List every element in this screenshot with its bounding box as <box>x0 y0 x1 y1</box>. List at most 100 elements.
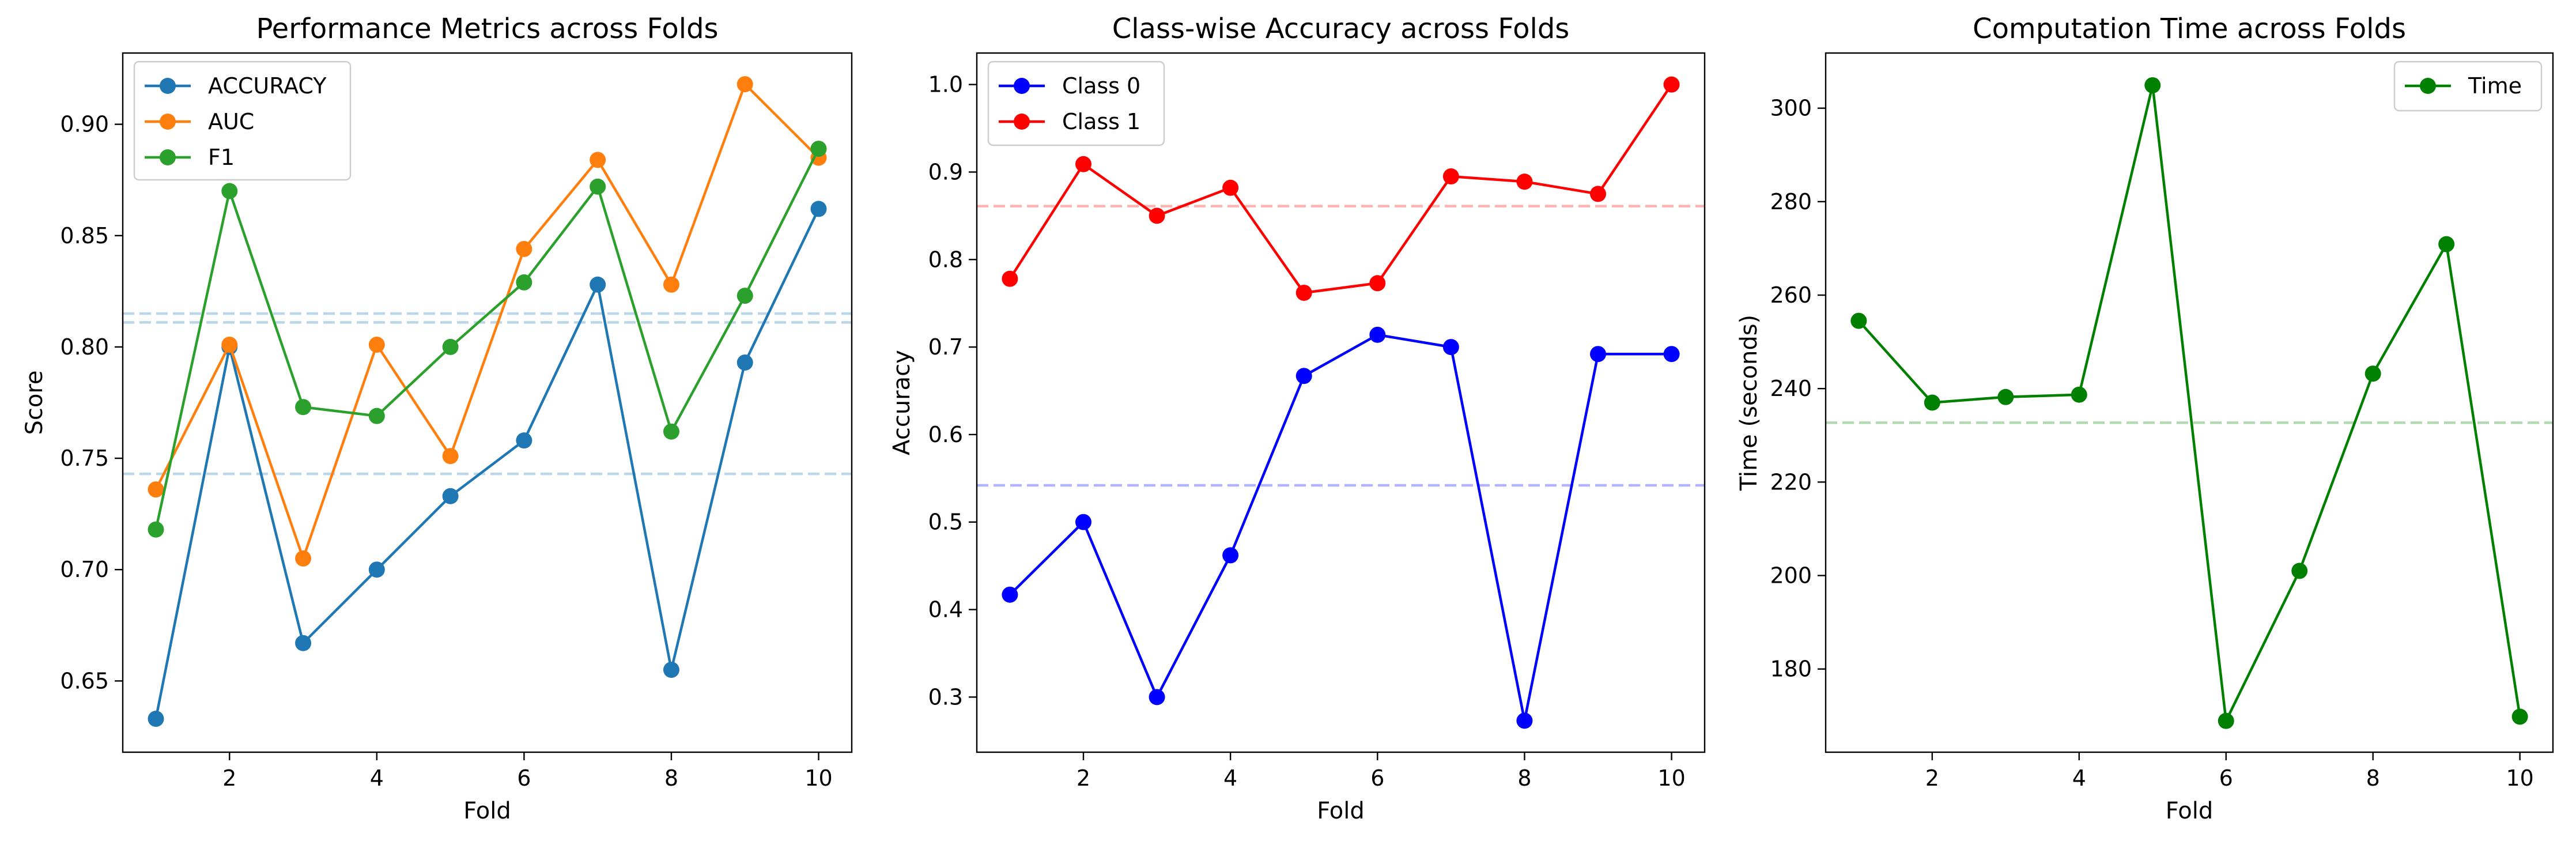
chart-title: Performance Metrics across Folds <box>256 13 718 45</box>
y-tick-label: 0.6 <box>928 422 963 447</box>
axes-frame <box>1825 52 2554 753</box>
data-point <box>736 354 753 371</box>
data-point <box>663 662 679 678</box>
data-point <box>1222 179 1239 196</box>
axes-frame <box>122 52 853 753</box>
y-axis-label: Time (seconds) <box>1736 315 1762 491</box>
data-point <box>1075 156 1091 172</box>
x-tick-label: 8 <box>2366 765 2380 791</box>
series-auc <box>148 76 827 567</box>
data-point <box>295 399 312 416</box>
data-point <box>368 561 385 578</box>
data-point <box>1222 547 1239 564</box>
data-point <box>1590 186 1607 202</box>
series-line <box>154 208 820 719</box>
legend-marker <box>160 78 176 94</box>
y-tick-label: 0.90 <box>60 112 109 137</box>
y-axis-label: Score <box>21 370 48 435</box>
data-point <box>221 183 238 199</box>
y-tick-label: 0.65 <box>60 668 109 693</box>
chart-title: Class-wise Accuracy across Folds <box>1112 13 1570 45</box>
data-point <box>1442 168 1459 185</box>
series-line <box>1009 333 1672 722</box>
data-point <box>1295 284 1312 301</box>
data-point <box>1997 388 2014 405</box>
chart-panel-performance-metrics: Performance Metrics across Folds Fold Sc… <box>21 13 853 824</box>
x-tick-label: 8 <box>664 765 678 791</box>
y-tick-label: 0.7 <box>928 334 963 360</box>
data-point <box>1663 346 1680 363</box>
legend-label: Time <box>2468 73 2522 99</box>
y-tick-label: 240 <box>1770 376 1812 401</box>
y-tick-label: 220 <box>1770 469 1812 495</box>
x-tick-label: 4 <box>2072 765 2086 791</box>
data-point <box>368 408 385 424</box>
legend-box <box>133 61 352 181</box>
data-point <box>2071 386 2087 403</box>
legend: ACCURACY AUC F1 <box>133 61 352 181</box>
data-point <box>148 711 164 727</box>
y-tick-label: 300 <box>1770 96 1812 121</box>
x-tick-label: 6 <box>2219 765 2233 791</box>
series-accuracy <box>148 201 827 727</box>
data-point <box>516 240 532 257</box>
y-tick-label: 0.9 <box>928 159 963 184</box>
data-point <box>2144 77 2161 93</box>
data-point <box>1663 76 1680 93</box>
x-tick-label: 6 <box>1370 765 1384 791</box>
x-tick-label: 2 <box>1925 765 1939 791</box>
y-tick-label: 0.75 <box>60 446 109 471</box>
data-point <box>1295 368 1312 384</box>
data-point <box>590 276 606 293</box>
x-tick-label: 10 <box>2506 765 2533 791</box>
x-axis-label: Fold <box>2166 798 2214 824</box>
data-point <box>810 201 827 217</box>
x-tick-label: 2 <box>222 765 236 791</box>
data-point <box>810 141 827 157</box>
x-tick-label: 10 <box>1657 765 1685 791</box>
data-point <box>2365 365 2381 382</box>
data-point <box>516 274 532 291</box>
legend-marker <box>1014 114 1030 130</box>
data-point <box>1850 312 1867 329</box>
x-axis-label: Fold <box>1317 798 1365 824</box>
legend-marker <box>160 149 176 165</box>
legend-label: F1 <box>208 145 235 170</box>
data-point <box>736 76 753 93</box>
data-point <box>442 448 459 465</box>
series-line <box>154 82 820 560</box>
data-point <box>221 337 238 353</box>
data-point <box>2291 563 2308 579</box>
y-tick-label: 260 <box>1770 282 1812 308</box>
data-point <box>1149 208 1165 224</box>
series-class-0 <box>1002 326 1680 729</box>
data-point <box>663 423 679 440</box>
data-point <box>590 152 606 168</box>
axes-frame <box>976 52 1706 753</box>
data-point <box>442 488 459 504</box>
legend-box <box>2393 61 2543 112</box>
data-point <box>663 276 679 293</box>
legend: Class 0 Class 1 <box>987 61 1165 146</box>
data-point <box>1369 275 1386 292</box>
data-point <box>295 635 312 651</box>
data-point <box>1516 173 1533 190</box>
data-point <box>1590 346 1607 363</box>
x-tick-label: 2 <box>1077 765 1090 791</box>
data-point <box>1442 339 1459 356</box>
legend-box <box>987 61 1165 146</box>
data-point <box>148 521 164 538</box>
series-f1 <box>148 141 827 538</box>
y-tick-label: 200 <box>1770 563 1812 589</box>
data-point <box>1924 394 1940 411</box>
x-tick-label: 6 <box>517 765 531 791</box>
y-tick-label: 0.5 <box>928 510 963 535</box>
x-axis-label: Fold <box>463 798 511 824</box>
chart-panel-class-wise-accuracy: Class-wise Accuracy across Folds Fold Ac… <box>889 13 1706 824</box>
legend: Time <box>2393 61 2543 112</box>
data-point <box>295 550 312 567</box>
series-line <box>1857 84 2521 722</box>
chart-panel-computation-time: Computation Time across Folds Fold Time … <box>1736 13 2554 824</box>
data-point <box>148 481 164 498</box>
y-tick-label: 0.70 <box>60 557 109 582</box>
